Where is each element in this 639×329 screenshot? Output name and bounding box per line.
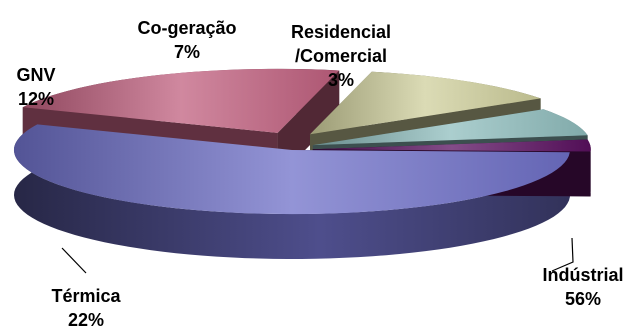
pie-slice [312,109,588,146]
pie-slice-side [14,124,570,260]
leader-line [551,237,574,272]
pie-slice [22,68,340,133]
slice-label-line: 56% [565,289,601,309]
slice-label: Indústrial 56% [542,265,623,309]
slice-label-line: GNV [16,65,55,85]
slice-label-line: 3% [328,70,354,90]
slice-label: Co-geração 7% [137,18,236,62]
pie-slice [13,124,570,215]
pie-slice [312,139,591,152]
slice-label-line: Residencial [291,22,391,42]
slice-label-line: 22% [68,310,104,329]
slice-label: Residencial/Comercial 3% [291,22,391,90]
pie-slice [310,71,541,135]
slice-label-line: /Comercial [295,46,387,66]
slice-label-line: Co-geração [137,18,236,38]
leader-line [61,247,87,274]
slice-label-line: 7% [174,42,200,62]
slice-label-line: 12% [18,89,54,109]
slice-label: GNV 12% [16,65,55,109]
slice-label-line: Indústrial [542,265,623,285]
slice-label-line: Térmica [51,286,121,306]
slice-label: Térmica 22% [51,286,121,329]
